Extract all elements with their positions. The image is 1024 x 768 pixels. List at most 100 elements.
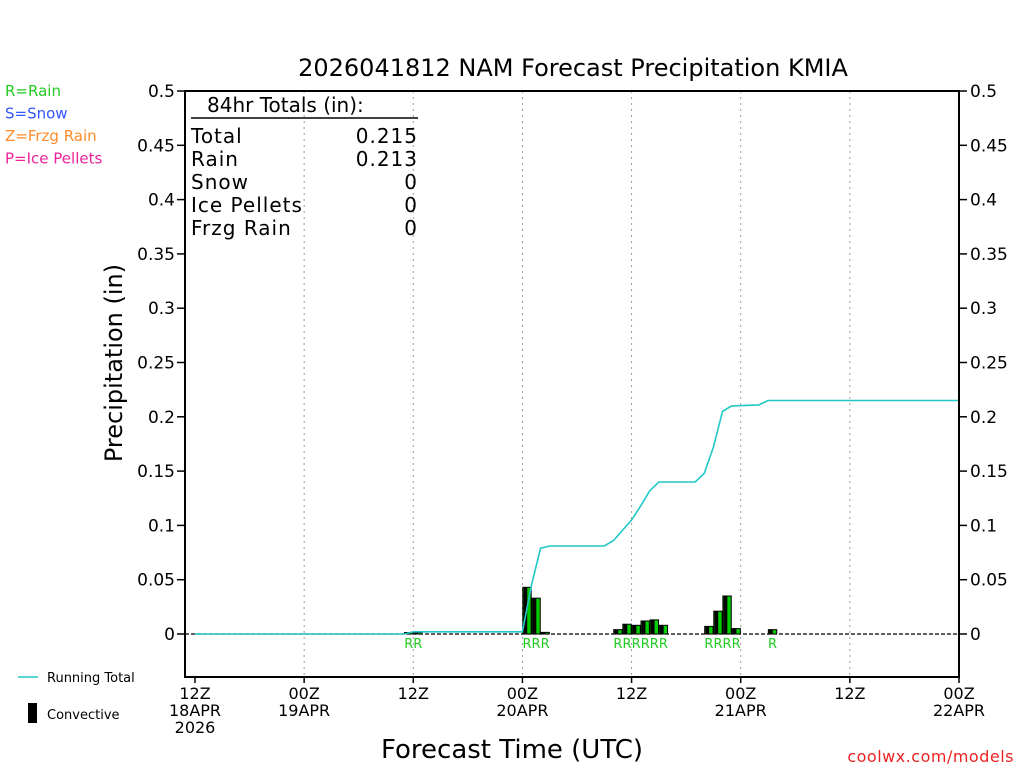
y-tick-label-right: 0.45 xyxy=(970,136,1008,156)
convective-bar xyxy=(614,629,619,634)
convective-bar xyxy=(641,620,646,634)
convective-bar xyxy=(623,624,628,634)
y-tick-label: 0.25 xyxy=(137,354,175,374)
ptype-marker: R xyxy=(522,637,531,652)
totals-row-value: 0.215 xyxy=(356,124,418,148)
ptype-marker: R xyxy=(723,637,732,652)
x-tick-label-l3: 2026 xyxy=(175,718,216,737)
convective-bar xyxy=(650,619,655,634)
x-tick-label-l2: 19APR xyxy=(278,701,330,720)
y-tick-label: 0.05 xyxy=(137,571,175,591)
convective-bar xyxy=(414,632,419,634)
chart-title: 2026041812 NAM Forecast Precipitation KM… xyxy=(298,54,848,82)
x-tick-label-l2: 20APR xyxy=(496,701,548,720)
running-total-legend-label: Running Total xyxy=(47,671,135,686)
ptype-marker: R xyxy=(650,637,659,652)
x-tick-label-l1: 12Z xyxy=(398,684,429,703)
ptype-marker: R xyxy=(532,637,541,652)
totals-box: 84hr Totals (in): Total 0.215 Rain 0.213 Sno… xyxy=(190,93,418,240)
x-tick-label-l1: 00Z xyxy=(725,684,756,703)
convective-legend-label: Convective xyxy=(47,708,120,723)
totals-row-label: Total xyxy=(190,124,243,148)
x-tick-label-l1: 12Z xyxy=(834,684,865,703)
ptype-marker: R xyxy=(541,637,550,652)
convective-bar xyxy=(705,626,710,634)
running-total-line xyxy=(195,399,959,635)
y-axis-label: Precipitation (in) xyxy=(100,264,128,462)
ptype-marker: R xyxy=(404,637,413,652)
y-tick-label: 0.4 xyxy=(148,191,175,211)
totals-rows: Total 0.215 Rain 0.213 Snow 0 Ice Pellets 0 Frzg… xyxy=(190,124,418,240)
y-tick-label-right: 0.5 xyxy=(970,82,997,102)
line-layer xyxy=(195,399,959,635)
y-tick-label-right: 0.35 xyxy=(970,245,1008,265)
credit-text: coolwx.com/models xyxy=(847,747,1014,766)
y-tick-label-right: 0.2 xyxy=(970,408,997,428)
y-tick-labels-left: 0 0.05 0.1 0.15 0.2 0.25 0.3 0.35 0.4 0.45 0.5 xyxy=(137,82,185,645)
y-tick-label: 0.45 xyxy=(137,136,175,156)
ptype-marker: R xyxy=(641,637,650,652)
ptype-marker: R xyxy=(623,637,632,652)
y-tick-label: 0.15 xyxy=(137,462,175,482)
series-legend: Running Total Convective xyxy=(18,671,135,723)
x-tick-label-l1: 00Z xyxy=(288,684,319,703)
convective-bar xyxy=(732,628,737,634)
ptype-marker: R xyxy=(632,637,641,652)
bar-layer xyxy=(404,586,778,635)
x-tick-label-l2: 21APR xyxy=(715,701,767,720)
totals-row-value: 0 xyxy=(404,193,418,217)
ptype-legend-item: Z=Frzg Rain xyxy=(5,127,97,145)
y-tick-label: 0.3 xyxy=(148,299,175,319)
convective-bar xyxy=(659,625,664,634)
totals-row-label: Snow xyxy=(191,170,249,194)
y-tick-label-right: 0.1 xyxy=(970,516,997,536)
convective-swatch xyxy=(28,703,37,723)
x-tick-label-l2: 18APR xyxy=(169,701,221,720)
y-tick-label: 0 xyxy=(164,625,175,645)
convective-bar xyxy=(769,629,773,634)
x-axis-label: Forecast Time (UTC) xyxy=(381,735,643,765)
ptype-legend-item: P=Ice Pellets xyxy=(5,150,102,168)
convective-bar xyxy=(532,598,537,634)
totals-row-value: 0 xyxy=(404,216,418,240)
ptype-legend-item: R=Rain xyxy=(5,82,61,100)
y-tick-label-right: 0.4 xyxy=(970,191,997,211)
y-tick-label: 0.5 xyxy=(148,82,175,102)
convective-bar xyxy=(541,632,546,634)
totals-row-value: 0 xyxy=(404,170,418,194)
convective-bar xyxy=(714,611,719,634)
y-tick-label-right: 0 xyxy=(970,625,981,645)
y-tick-labels-right: 0 0.05 0.1 0.15 0.2 0.25 0.3 0.35 0.4 0.45 0.5 xyxy=(959,82,1008,645)
ptype-marker: R xyxy=(613,637,622,652)
ptype-marker: R xyxy=(768,637,777,652)
x-tick-label-l1: 00Z xyxy=(507,684,538,703)
convective-bar xyxy=(723,595,728,634)
x-tick-label-l2: 22APR xyxy=(933,701,985,720)
y-tick-label-right: 0.25 xyxy=(970,354,1008,374)
y-tick-label: 0.2 xyxy=(148,408,175,428)
y-tick-label: 0.35 xyxy=(137,245,175,265)
ptype-legend: R=Rain S=Snow Z=Frzg Rain P=Ice Pellets xyxy=(5,82,102,168)
ptype-legend-item: S=Snow xyxy=(5,105,68,123)
totals-row-label: Rain xyxy=(191,147,239,171)
totals-row-label: Frzg Rain xyxy=(191,216,292,240)
ptype-marker: R xyxy=(704,637,713,652)
x-tick-label-l1: 00Z xyxy=(943,684,974,703)
grid-layer xyxy=(303,91,851,677)
ptype-marker: R xyxy=(659,637,668,652)
x-tick-label-l1: 12Z xyxy=(616,684,647,703)
y-tick-label-right: 0.15 xyxy=(970,462,1008,482)
y-tick-label: 0.1 xyxy=(148,516,175,536)
totals-header: 84hr Totals (in): xyxy=(207,93,364,117)
ptype-marker: R xyxy=(732,637,741,652)
totals-row-label: Ice Pellets xyxy=(191,193,303,217)
y-tick-label-right: 0.3 xyxy=(970,299,997,319)
x-tick-label-l1: 12Z xyxy=(179,684,210,703)
convective-bar xyxy=(632,625,637,634)
plot-frame xyxy=(184,90,960,678)
y-tick-label-right: 0.05 xyxy=(970,571,1008,591)
totals-row-value: 0.213 xyxy=(356,147,418,171)
